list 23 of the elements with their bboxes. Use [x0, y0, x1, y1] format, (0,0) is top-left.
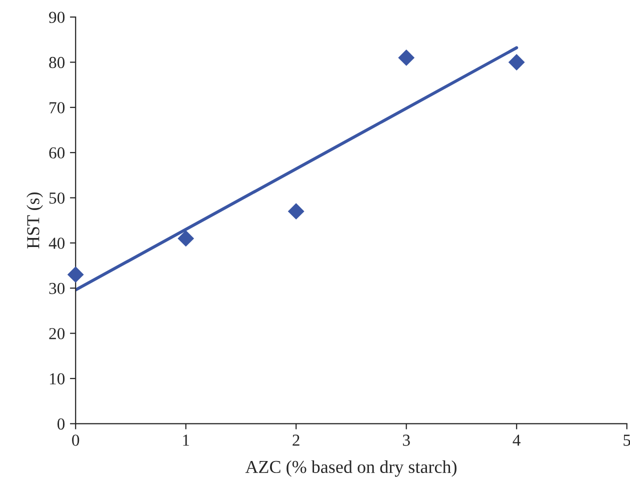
point [288, 203, 304, 220]
x-tick-label: 3 [402, 434, 410, 446]
point [398, 49, 415, 66]
y-tick-label: 30 [49, 282, 65, 294]
y-tick-label: 10 [50, 373, 65, 384]
y-tick-label: 20 [49, 328, 65, 340]
x-tick-label: 0 [72, 434, 80, 446]
x-tick-label: 5 [624, 434, 630, 446]
point [178, 230, 194, 247]
point [508, 54, 525, 70]
y-tick-label: 70 [50, 102, 65, 114]
x-tick-label: 4 [512, 434, 521, 446]
y-axis-title: HST (s) [26, 192, 43, 249]
point [67, 266, 84, 283]
y-tick-label: 90 [49, 12, 65, 23]
x-axis-title: AZC (% based on dry starch) [245, 460, 456, 477]
y-tick-label: 50 [49, 192, 65, 204]
x-tick-label: 1 [183, 434, 190, 446]
y-tick-label: 40 [48, 238, 65, 249]
y-tick-label: 0 [57, 418, 65, 430]
x-tick-label: 2 [292, 434, 300, 446]
y-tick-label: 60 [49, 147, 65, 159]
y-tick-label: 80 [49, 56, 65, 68]
